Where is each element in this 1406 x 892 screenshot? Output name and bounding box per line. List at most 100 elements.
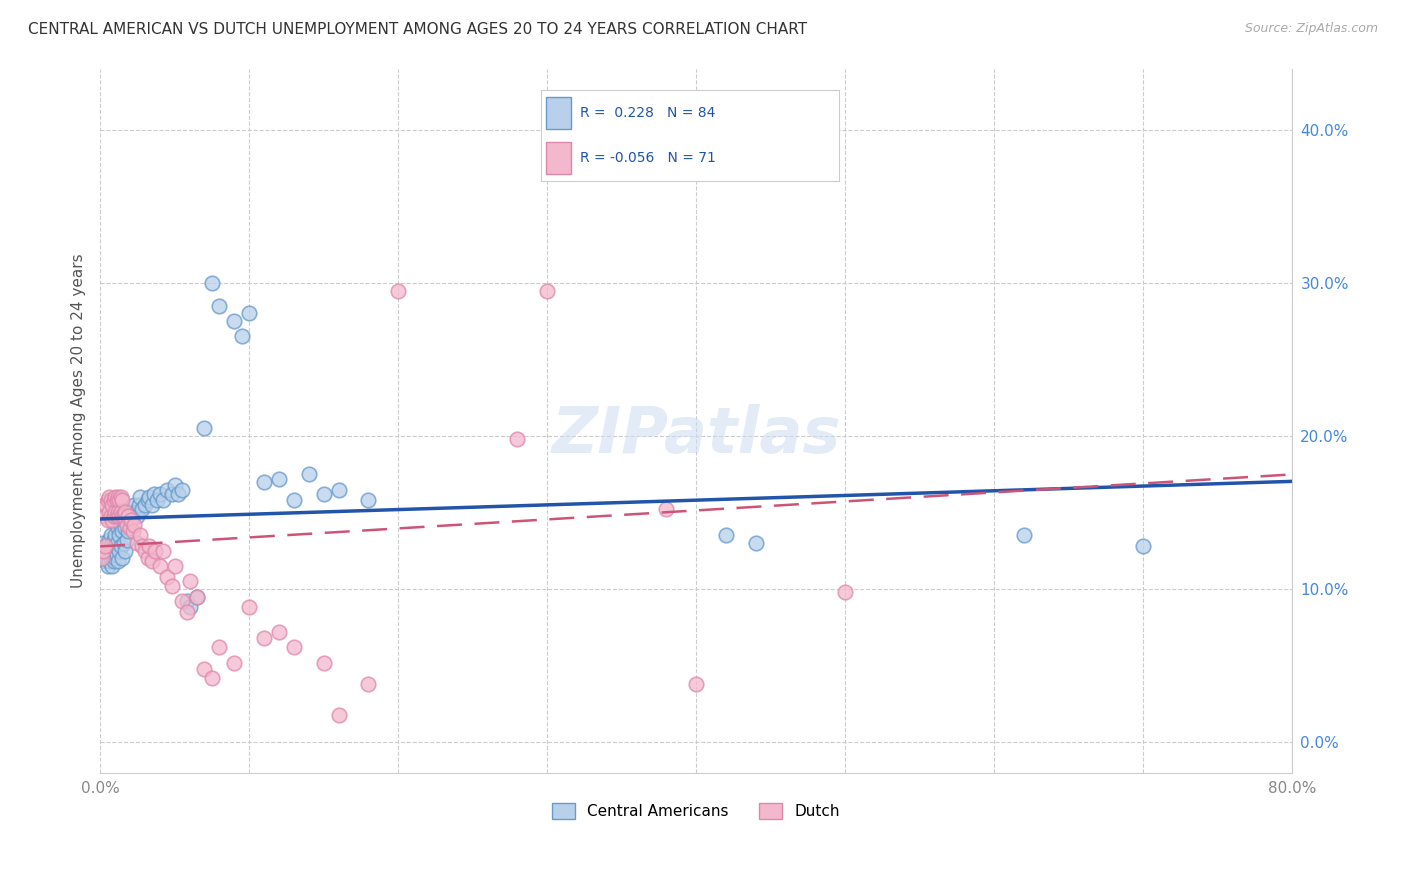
Point bbox=[94, 551, 117, 566]
Point bbox=[142, 487, 165, 501]
Point bbox=[101, 549, 124, 563]
Point bbox=[104, 551, 127, 566]
Point bbox=[93, 554, 115, 568]
Point bbox=[94, 539, 117, 553]
Point bbox=[91, 543, 114, 558]
Point bbox=[131, 502, 153, 516]
Point bbox=[97, 513, 120, 527]
Point bbox=[107, 490, 129, 504]
Point bbox=[104, 539, 127, 553]
Point bbox=[100, 551, 122, 566]
Point bbox=[98, 543, 121, 558]
Point bbox=[1132, 539, 1154, 553]
Point bbox=[107, 521, 129, 535]
Legend: Central Americans, Dutch: Central Americans, Dutch bbox=[546, 797, 846, 825]
Point bbox=[298, 467, 321, 482]
Point bbox=[179, 574, 201, 589]
Point bbox=[105, 493, 128, 508]
Point bbox=[357, 493, 380, 508]
Point bbox=[231, 329, 253, 343]
Point bbox=[103, 543, 125, 558]
Point bbox=[312, 487, 335, 501]
Point bbox=[714, 161, 737, 175]
Point bbox=[506, 432, 529, 446]
Point bbox=[91, 498, 114, 512]
Point bbox=[152, 493, 174, 508]
Point bbox=[160, 579, 183, 593]
Point bbox=[97, 549, 120, 563]
Point bbox=[536, 284, 558, 298]
Point bbox=[224, 314, 246, 328]
Point bbox=[208, 640, 231, 655]
Point bbox=[129, 490, 152, 504]
Point bbox=[238, 600, 260, 615]
Point bbox=[100, 508, 122, 523]
Point bbox=[134, 543, 156, 558]
Point bbox=[103, 493, 125, 508]
Point bbox=[238, 306, 260, 320]
Point bbox=[149, 559, 172, 574]
Point bbox=[714, 528, 737, 542]
Point bbox=[112, 513, 135, 527]
Point bbox=[101, 498, 124, 512]
Point bbox=[120, 506, 142, 520]
Point bbox=[312, 656, 335, 670]
Point bbox=[93, 543, 115, 558]
Point bbox=[122, 524, 145, 538]
Point bbox=[98, 533, 121, 547]
Point bbox=[97, 559, 120, 574]
Point bbox=[115, 533, 138, 547]
Point bbox=[834, 585, 856, 599]
Point bbox=[176, 594, 198, 608]
Point bbox=[1012, 528, 1035, 542]
Point bbox=[208, 299, 231, 313]
Point bbox=[100, 539, 122, 553]
Point bbox=[103, 554, 125, 568]
Point bbox=[253, 475, 276, 489]
Point bbox=[186, 590, 208, 604]
Point bbox=[105, 549, 128, 563]
Point bbox=[166, 487, 188, 501]
Point bbox=[104, 490, 127, 504]
Point bbox=[105, 536, 128, 550]
Point bbox=[114, 521, 136, 535]
Point bbox=[100, 528, 122, 542]
Point bbox=[744, 536, 766, 550]
Point bbox=[110, 506, 132, 520]
Y-axis label: Unemployment Among Ages 20 to 24 years: Unemployment Among Ages 20 to 24 years bbox=[72, 253, 86, 588]
Point bbox=[136, 493, 159, 508]
Point bbox=[156, 570, 179, 584]
Point bbox=[110, 539, 132, 553]
Point bbox=[108, 508, 131, 523]
Point bbox=[193, 662, 215, 676]
Point bbox=[201, 276, 224, 290]
Point bbox=[118, 521, 141, 535]
Point bbox=[98, 490, 121, 504]
Point bbox=[267, 624, 290, 639]
Point bbox=[141, 554, 163, 568]
Point bbox=[91, 536, 114, 550]
Point bbox=[103, 533, 125, 547]
Point bbox=[117, 508, 139, 523]
Point bbox=[141, 498, 163, 512]
Point bbox=[94, 498, 117, 512]
Point bbox=[105, 508, 128, 523]
Point bbox=[124, 517, 146, 532]
Point bbox=[224, 656, 246, 670]
Point bbox=[127, 508, 149, 523]
Point bbox=[152, 543, 174, 558]
Point bbox=[101, 559, 124, 574]
Point bbox=[163, 478, 186, 492]
Point bbox=[328, 707, 350, 722]
Point bbox=[283, 640, 305, 655]
Point bbox=[170, 594, 193, 608]
Point bbox=[115, 517, 138, 532]
Point bbox=[267, 472, 290, 486]
Point bbox=[122, 508, 145, 523]
Point bbox=[134, 498, 156, 512]
Point bbox=[91, 551, 114, 566]
Point bbox=[143, 543, 166, 558]
Point bbox=[108, 528, 131, 542]
Point bbox=[145, 493, 167, 508]
Point bbox=[110, 490, 132, 504]
